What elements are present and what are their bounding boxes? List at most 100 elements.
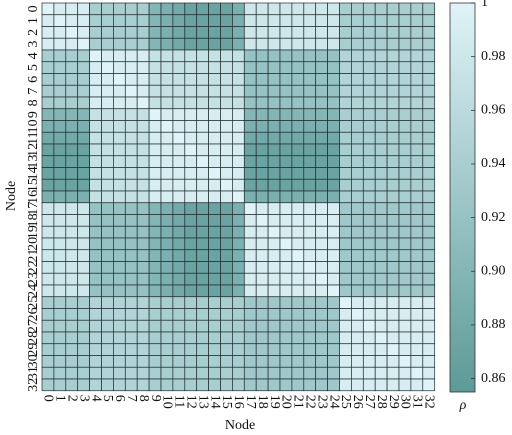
x-tick-label: 14 <box>207 395 222 409</box>
heatmap-cell <box>208 143 221 157</box>
heatmap-cell <box>303 178 317 192</box>
heatmap-cell <box>148 202 162 215</box>
heatmap-cell <box>208 37 221 51</box>
heatmap-cell <box>89 178 102 192</box>
heatmap-cell <box>148 249 162 262</box>
heatmap-cell <box>77 73 90 86</box>
heatmap-cell <box>255 355 269 368</box>
heatmap-cell <box>291 284 305 298</box>
heatmap-cell <box>303 249 317 262</box>
heatmap-cell <box>113 190 126 204</box>
heatmap-cell <box>113 296 126 309</box>
heatmap-cell <box>184 319 198 333</box>
heatmap-cell <box>386 237 400 251</box>
heatmap-cell <box>77 61 90 74</box>
heatmap-cell <box>398 237 412 251</box>
heatmap-cell <box>410 378 424 392</box>
heatmap-cell <box>255 37 269 51</box>
heatmap-cell <box>160 26 174 39</box>
heatmap-cell <box>196 272 209 286</box>
heatmap-cell <box>220 73 233 86</box>
heatmap-cell <box>303 331 317 345</box>
heatmap-cell <box>243 331 257 345</box>
x-tick-label: 17 <box>243 395 258 409</box>
heatmap-cell <box>196 178 209 192</box>
x-tick-label: 6 <box>112 395 127 402</box>
heatmap-cell <box>279 249 293 262</box>
heatmap-cell <box>362 108 376 121</box>
heatmap-cell <box>196 343 209 356</box>
heatmap-cell <box>124 178 138 192</box>
heatmap-cell <box>148 214 162 227</box>
heatmap-cell <box>148 319 162 333</box>
heatmap-cell <box>136 167 150 180</box>
heatmap-cell <box>422 225 436 239</box>
heatmap-cell <box>89 14 102 27</box>
heatmap-cell <box>327 202 340 215</box>
y-tick-label: 20 <box>26 237 41 251</box>
heatmap-cell <box>422 355 436 368</box>
heatmap-cell <box>196 96 209 110</box>
heatmap-cell <box>65 167 79 180</box>
heatmap-cell <box>422 131 436 145</box>
heatmap-cell <box>184 61 198 74</box>
heatmap-cell <box>220 178 233 192</box>
heatmap-cell <box>89 37 102 51</box>
heatmap-cell <box>101 108 114 121</box>
heatmap-cell <box>220 167 233 180</box>
heatmap-cell <box>89 319 102 333</box>
heatmap-cell <box>422 143 436 157</box>
x-tick-label: 27 <box>362 395 377 409</box>
heatmap-cell <box>77 120 90 133</box>
heatmap-cell <box>315 108 328 121</box>
heatmap-cell <box>255 26 269 39</box>
heatmap-cell <box>303 108 317 121</box>
heatmap-cell <box>113 202 126 215</box>
heatmap-cell <box>172 190 186 204</box>
heatmap-cell <box>374 143 388 157</box>
heatmap-cell <box>220 143 233 157</box>
heatmap-cell <box>422 202 436 215</box>
heatmap-cell <box>386 190 400 204</box>
heatmap-cell <box>101 37 114 51</box>
heatmap-cell <box>77 378 90 392</box>
heatmap-cell <box>291 26 305 39</box>
heatmap-cell <box>53 319 67 333</box>
heatmap-cell <box>172 343 186 356</box>
y-tick-label: 13 <box>26 155 41 169</box>
y-tick-label: 24 <box>26 284 41 298</box>
heatmap-cell <box>315 96 328 110</box>
heatmap-cell <box>41 261 55 274</box>
heatmap-cell <box>220 108 233 121</box>
heatmap-cell <box>374 61 388 74</box>
heatmap-cell <box>172 214 186 227</box>
heatmap-cell <box>291 84 305 98</box>
heatmap-cell <box>267 108 281 121</box>
heatmap-cell <box>136 73 150 86</box>
heatmap-cell <box>410 214 424 227</box>
heatmap-cell <box>41 190 55 204</box>
heatmap-cell <box>160 49 174 63</box>
heatmap-cell <box>41 237 55 251</box>
heatmap-cell <box>410 61 424 74</box>
heatmap-cell <box>410 49 424 63</box>
heatmap-cell <box>362 272 376 286</box>
heatmap-cell <box>208 155 221 168</box>
heatmap-cell <box>208 355 221 368</box>
heatmap-cell <box>422 261 436 274</box>
heatmap-cell <box>362 296 376 309</box>
heatmap-cell <box>208 261 221 274</box>
heatmap-cell <box>65 96 79 110</box>
heatmap-cell <box>303 167 317 180</box>
heatmap-cell <box>279 343 293 356</box>
heatmap-cell <box>148 61 162 74</box>
heatmap-cell <box>232 155 245 168</box>
heatmap-cell <box>374 49 388 63</box>
heatmap-cell <box>386 355 400 368</box>
heatmap-cell <box>386 49 400 63</box>
heatmap-cell <box>327 284 340 298</box>
heatmap-cell <box>220 343 233 356</box>
heatmap-cell <box>339 26 352 39</box>
heatmap-cell <box>362 366 376 380</box>
heatmap-cell <box>41 343 55 356</box>
